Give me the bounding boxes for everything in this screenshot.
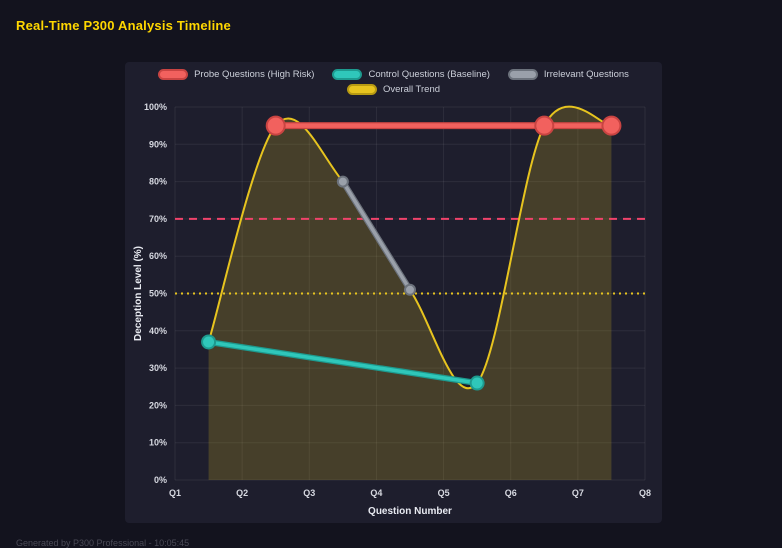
legend-swatch-irrelevant-icon	[507, 69, 538, 80]
axis-tick-label: 40%	[149, 326, 167, 336]
axis-tick-label: 20%	[149, 400, 167, 410]
legend-swatch-probe-icon	[158, 69, 189, 80]
axis-tick-label: Q6	[505, 488, 517, 498]
axis-tick-label: Q1	[169, 488, 181, 498]
legend-swatch-trend-icon	[346, 84, 377, 95]
legend-label-trend: Overall Trend	[382, 84, 441, 95]
axis-tick-label: 90%	[149, 139, 167, 149]
data-point[interactable]	[265, 115, 286, 136]
axis-tick-label: 80%	[149, 177, 167, 187]
legend-item-trend[interactable]: Overall Trend	[346, 84, 441, 95]
data-point[interactable]	[469, 375, 485, 391]
axis-tick-label: Q5	[438, 488, 450, 498]
chart-legend: Probe Questions (High Risk) Control Ques…	[125, 62, 662, 102]
legend-swatch-control-icon	[332, 69, 363, 80]
axis-tick-label: Q3	[303, 488, 315, 498]
legend-row-1: Probe Questions (High Risk) Control Ques…	[158, 69, 629, 80]
series-line	[341, 179, 412, 292]
footer-note: Generated by P300 Professional - 10:05:4…	[16, 538, 190, 548]
data-point[interactable]	[601, 115, 622, 136]
page-title: Real-Time P300 Analysis Timeline	[16, 18, 231, 33]
axis-tick-label: 0%	[154, 475, 167, 485]
axis-tick-label: 100%	[144, 102, 167, 112]
legend-label-control: Control Questions (Baseline)	[368, 69, 490, 80]
series-line	[206, 340, 479, 385]
axis-tick-label: 50%	[149, 289, 167, 299]
axis-tick-label: 70%	[149, 214, 167, 224]
legend-label-probe: Probe Questions (High Risk)	[194, 69, 315, 80]
legend-row-2: Overall Trend	[346, 84, 441, 95]
legend-label-irrelevant: Irrelevant Questions	[543, 69, 629, 80]
x-axis-title: Question Number	[368, 506, 452, 517]
chart-card: Probe Questions (High Risk) Control Ques…	[125, 62, 662, 523]
timeline-chart[interactable]: Q1 Q2 Q3 Q4 Q5 Q6 Q7 Q8 0% 10% 20% 30% 40% 50% 60% 70% 8…	[125, 102, 662, 523]
data-point[interactable]	[404, 283, 416, 296]
data-point[interactable]	[336, 175, 349, 188]
legend-item-irrelevant[interactable]: Irrelevant Questions	[507, 69, 629, 80]
axis-tick-label: 10%	[149, 438, 167, 448]
axis-tick-label: Q2	[236, 488, 248, 498]
axis-tick-label: Q7	[572, 488, 584, 498]
data-point[interactable]	[534, 115, 555, 136]
axis-tick-label: Q8	[639, 488, 651, 498]
legend-item-control[interactable]: Control Questions (Baseline)	[332, 69, 490, 80]
data-point[interactable]	[201, 334, 217, 350]
legend-item-probe[interactable]: Probe Questions (High Risk)	[158, 69, 314, 80]
axis-tick-label: 60%	[149, 251, 167, 261]
y-axis-title: Deception Level (%)	[133, 246, 144, 341]
axis-tick-label: Q4	[370, 488, 382, 498]
axis-tick-label: 30%	[149, 363, 167, 373]
